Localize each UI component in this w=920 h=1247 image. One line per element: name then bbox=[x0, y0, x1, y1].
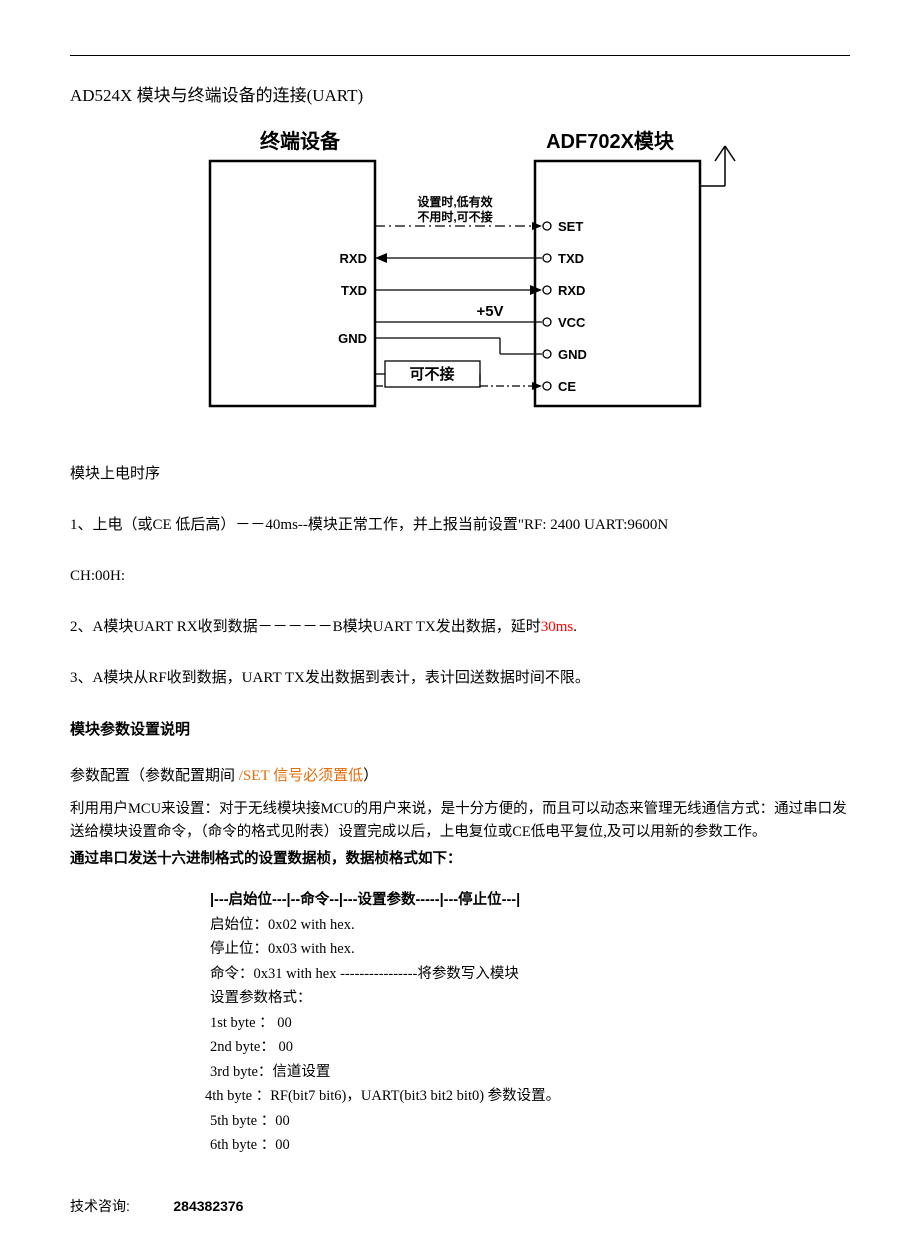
timing-line3: 3、A模块从RF收到数据，UART TX发出数据到表计，表计回送数据时间不限。 bbox=[70, 662, 850, 695]
voltage-label: +5V bbox=[476, 303, 503, 320]
footer: 技术咨询: 284382376 bbox=[70, 1197, 850, 1218]
pin-txd-r: TXD bbox=[558, 251, 584, 266]
pin-gnd-l: GND bbox=[338, 331, 367, 346]
timing-header: 模块上电时序 bbox=[70, 458, 850, 491]
footer-label: 技术咨询: bbox=[70, 1198, 130, 1214]
timing-line2-a: 2、A模块UART RX收到数据－－－－－B模块UART TX发出数据，延时 bbox=[70, 619, 541, 635]
timing-line1a: 1、上电（或CE 低后高）－－40ms--模块正常工作，并上报当前设置"RF: … bbox=[70, 509, 850, 542]
timing-line1b: CH:00H: bbox=[70, 560, 850, 593]
param-cfg-orange: /SET 信号必须置低 bbox=[239, 768, 363, 784]
frame-spec: |---启始位---|--命令--|---设置参数-----|---停止位---… bbox=[210, 889, 850, 1156]
pin-vcc: VCC bbox=[558, 315, 586, 330]
note-line1: 设置时,低有效 bbox=[417, 194, 493, 209]
hex-header: 通过串口发送十六进制格式的设置数据桢，数据桢格式如下： bbox=[70, 848, 850, 871]
page-title: AD524X 模块与终端设备的连接(UART) bbox=[70, 84, 850, 108]
bottom-note: 可不接 bbox=[409, 365, 454, 383]
byte3: 3rd byte：信道设置 bbox=[210, 1061, 850, 1083]
cmd-byte: 命令：0x31 with hex ----------------将参数写入模块 bbox=[210, 963, 850, 985]
byte6: 6th byte ：00 bbox=[210, 1134, 850, 1156]
param-format-header: 设置参数格式： bbox=[210, 987, 850, 1009]
diagram-right-title: ADF702X模块 bbox=[546, 129, 675, 153]
pin-ce: CE bbox=[558, 379, 576, 394]
pin-set: SET bbox=[558, 219, 583, 234]
byte1: 1st byte ： 00 bbox=[210, 1012, 850, 1034]
param-cfg-b: ） bbox=[363, 768, 378, 784]
stop-byte: 停止位：0x03 with hex. bbox=[210, 938, 850, 960]
top-rule bbox=[70, 55, 850, 56]
byte4: 4th byte ：RF(bit7 bit6)，UART(bit3 bit2 b… bbox=[205, 1085, 850, 1107]
start-byte: 启始位：0x02 with hex. bbox=[210, 914, 850, 936]
byte2: 2nd byte： 00 bbox=[210, 1036, 850, 1058]
timing-line2-red: 30ms bbox=[541, 619, 574, 635]
note-line2: 不用时,可不接 bbox=[417, 209, 492, 224]
byte5: 5th byte ：00 bbox=[210, 1110, 850, 1132]
mcu-desc: 利用用户MCU来设置：对于无线模块接MCU的用户来说，是十分方便的，而且可以动态… bbox=[70, 798, 850, 844]
param-cfg-a: 参数配置（参数配置期间 bbox=[70, 768, 239, 784]
connection-diagram: 终端设备 ADF702X模块 SET TXD RXD VCC GND CE RX… bbox=[70, 126, 850, 423]
pin-rxd-l: RXD bbox=[340, 251, 367, 266]
diagram-left-title: 终端设备 bbox=[260, 129, 341, 153]
timing-line2-b: . bbox=[573, 619, 577, 635]
pin-txd-l: TXD bbox=[341, 283, 367, 298]
footer-value: 284382376 bbox=[173, 1198, 243, 1214]
param-cfg-line: 参数配置（参数配置期间 /SET 信号必须置低） bbox=[70, 764, 850, 788]
timing-line2: 2、A模块UART RX收到数据－－－－－B模块UART TX发出数据，延时30… bbox=[70, 611, 850, 644]
param-header: 模块参数设置说明 bbox=[70, 713, 850, 746]
pin-gnd-r: GND bbox=[558, 347, 587, 362]
frame-format: |---启始位---|--命令--|---设置参数-----|---停止位---… bbox=[210, 889, 850, 911]
pin-rxd-r: RXD bbox=[558, 283, 585, 298]
